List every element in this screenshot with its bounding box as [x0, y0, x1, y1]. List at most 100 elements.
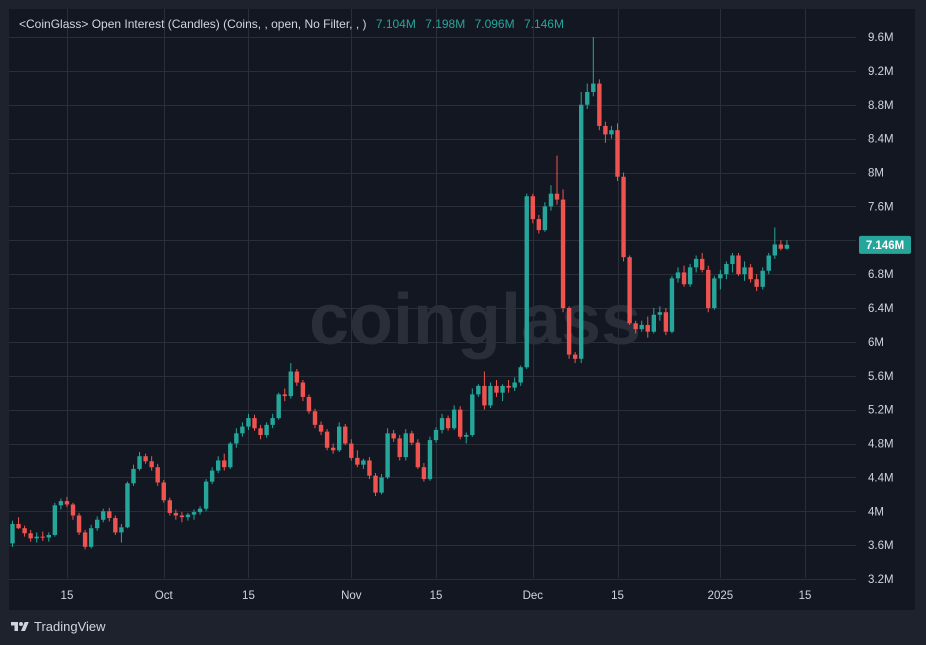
candle-body [373, 475, 378, 493]
candle-body [500, 385, 505, 393]
candle-body [397, 438, 402, 458]
candle-body [736, 255, 741, 275]
candle-down [566, 306, 572, 359]
candle-up [228, 441, 233, 469]
candle-body [439, 418, 445, 430]
last-price-badge [859, 235, 911, 254]
candle-body [294, 371, 300, 383]
candle-down [706, 265, 711, 313]
y-tick-label: 5.2M [868, 405, 894, 417]
candle-up [512, 377, 517, 391]
candle-body [494, 385, 499, 393]
y-tick-label: 4.8M [868, 439, 894, 451]
candle-down [536, 214, 542, 234]
candle-body [669, 278, 675, 332]
legend-open: 7.104M [375, 17, 416, 31]
last-price-marker: 7.146M [859, 235, 911, 254]
candle-up [439, 413, 445, 434]
candle-body [349, 443, 354, 458]
candle-body [724, 263, 729, 275]
candle-body [95, 519, 100, 529]
tradingview-brand-label: TradingView [34, 619, 106, 634]
candle-body [512, 382, 517, 388]
candle-body [645, 324, 650, 332]
candle-down [736, 252, 741, 276]
tradingview-attribution[interactable]: TradingView [10, 619, 106, 634]
candle-body [258, 428, 263, 436]
y-tick-label: 3.2M [868, 574, 894, 586]
candle-body [693, 258, 699, 268]
candle-body [58, 501, 64, 506]
chart-panel[interactable]: coinglass 9.6M9.2M8.8M8.4M8M7.6M7.2M6.8M… [9, 9, 915, 610]
candle-down [621, 172, 626, 262]
candle-body [76, 515, 82, 533]
candle-up [88, 524, 94, 549]
candle-body [282, 394, 287, 397]
x-tick-label: 15 [242, 590, 255, 602]
candle-body [718, 274, 723, 279]
candle-down [82, 529, 88, 550]
candle-body [228, 443, 233, 468]
candle-body [657, 312, 663, 315]
candle-up [742, 261, 747, 281]
candle-body [566, 308, 572, 355]
last-price-label: 7.146M [866, 240, 904, 252]
grid-lines [9, 9, 856, 580]
candle-down [645, 316, 650, 338]
candle-up [58, 498, 64, 510]
candle-body [149, 461, 154, 468]
candle-body [488, 385, 493, 406]
candle-body [367, 460, 372, 476]
y-tick-label: 6.4M [868, 303, 894, 315]
watermark-text: coinglass [309, 280, 641, 360]
candle-up [427, 436, 433, 481]
candle-up [766, 252, 771, 275]
candle-body [687, 267, 693, 285]
candle-up [185, 512, 191, 521]
candle-body [385, 433, 390, 478]
y-axis: 9.6M9.2M8.8M8.4M8M7.6M7.2M6.8M6.4M6M5.6M… [868, 32, 894, 586]
candle-body [530, 196, 535, 220]
candle-body [621, 176, 626, 258]
y-tick-label: 8M [868, 168, 884, 180]
candle-body [203, 481, 209, 509]
candle-body [276, 394, 281, 419]
candle-body [28, 533, 33, 539]
candle-body [22, 528, 27, 534]
candle-body [197, 508, 203, 513]
candle-down [306, 394, 312, 414]
candle-down [627, 255, 632, 325]
y-tick-label: 6M [868, 337, 884, 349]
candle-body [784, 244, 790, 249]
candle-body [391, 433, 396, 439]
candle-up [464, 432, 469, 444]
candle-body [706, 269, 711, 308]
candle-down [615, 123, 620, 181]
candle-body [639, 324, 644, 330]
candle-body [88, 528, 94, 547]
candle-body [318, 424, 324, 432]
candle-down [754, 274, 759, 292]
candle-body [222, 460, 227, 468]
y-tick-label: 7.6M [868, 201, 894, 213]
candle-down [409, 430, 414, 446]
candle-body [246, 418, 251, 427]
candlestick-chart[interactable]: coinglass 9.6M9.2M8.8M8.4M8M7.6M7.2M6.8M… [9, 9, 915, 610]
candle-up [10, 520, 15, 547]
candle-down [397, 435, 402, 461]
candle-up [772, 227, 777, 259]
candle-body [137, 456, 142, 469]
candle-up [675, 267, 681, 283]
candle-body [209, 470, 215, 482]
candle-up [488, 382, 493, 408]
candle-body [131, 468, 136, 484]
candle-body [464, 435, 469, 437]
candle-down [107, 507, 112, 522]
candle-body [585, 92, 590, 105]
candle-down [506, 379, 511, 393]
candle-down [155, 463, 160, 486]
candle-body [572, 354, 578, 359]
candle-up [548, 185, 554, 211]
candle-body [288, 371, 293, 397]
candle-body [615, 130, 620, 177]
